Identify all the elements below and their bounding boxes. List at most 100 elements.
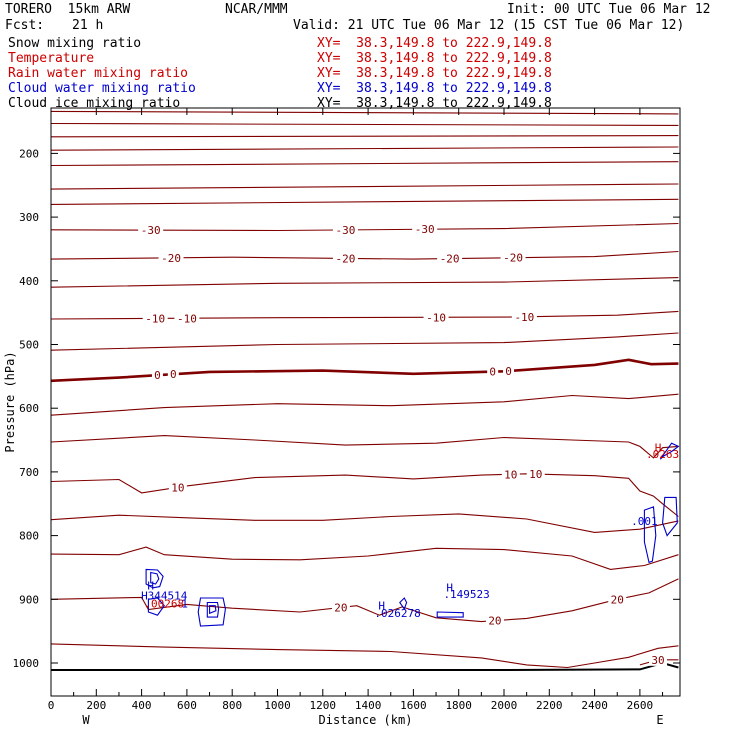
cloud-contour: [209, 605, 217, 615]
contour-annotation: .001: [631, 515, 658, 528]
cloud-contour: [399, 597, 408, 611]
isotherm-line: [51, 513, 679, 533]
isotherm-layer: [51, 110, 679, 669]
isotherm-line: [51, 310, 679, 320]
x-tick-label: 1200: [310, 699, 337, 712]
isotherm-line: [51, 146, 679, 151]
axes-layer: 0 200 400 600 800 1000 1200 1400 1600 1800 2000 220…: [3, 108, 680, 727]
cloud-contour: [145, 568, 164, 589]
isotherm-line: [51, 578, 679, 623]
contour-label-layer: -30 -30 -30-20 -20 -20 -20-10 -10 -10 -100 0 0 0101…: [138, 223, 679, 667]
contour-annotation: H: [446, 582, 453, 595]
x-tick-label: 2200: [536, 699, 563, 712]
isotherm-label: 20: [611, 593, 624, 606]
isotherm-label: -10: [426, 311, 446, 324]
cloud-contour: [659, 442, 680, 460]
x-tick-label: 200: [86, 699, 106, 712]
isotherm-line: [51, 222, 679, 232]
field-xy-temperature: XY= 38.3,149.8 to 222.9,149.8: [317, 51, 552, 66]
field-xy-rain: XY= 38.3,149.8 to 222.9,149.8: [317, 66, 552, 81]
field-name-snow: Snow mixing ratio: [8, 36, 142, 51]
cloud-contour: [206, 601, 220, 618]
contour-annotation: H344514: [141, 589, 188, 602]
contour-annotation: H: [147, 580, 154, 593]
y-axis-label: Pressure (hPa): [3, 351, 17, 452]
valid-time: Valid: 21 UTC Tue 06 Mar 12 (15 CST Tue …: [293, 18, 685, 33]
y-tick-label: 400: [19, 275, 39, 288]
isotherm-label: 20: [334, 601, 347, 614]
isotherm-label: 0: [489, 366, 496, 379]
field-name-rain: Rain water mixing ratio: [8, 66, 189, 81]
isotherm-label: -20: [503, 252, 523, 265]
isotherm-line: [51, 183, 679, 190]
contour-annotation: H: [655, 442, 662, 455]
x-axis-label: Distance (km): [319, 713, 413, 727]
cloud-contour-layer: [145, 442, 680, 627]
forecast-label: Fcst:: [5, 18, 45, 33]
isotherm-label: -10: [514, 311, 534, 324]
field-xy-cloud-water: XY= 38.3,149.8 to 222.9,149.8: [317, 81, 552, 96]
cloud-contour: [147, 597, 166, 616]
isotherm-label: 10: [171, 481, 184, 494]
isotherm-line: [51, 473, 679, 517]
terrain-line: [51, 661, 679, 671]
west-end-label: W: [82, 713, 90, 727]
x-tick-label: 2400: [581, 699, 608, 712]
field-name-cloud-water: Cloud water mixing ratio: [8, 81, 196, 96]
x-tick-label: 800: [222, 699, 242, 712]
x-tick-label: 1800: [445, 699, 472, 712]
isotherm-line: [51, 110, 679, 115]
y-tick-label: 500: [19, 339, 39, 352]
cloud-contour: [643, 506, 657, 564]
field-name-cloud-ice: Cloud ice mixing ratio: [8, 96, 181, 111]
isotherm-label: 20: [488, 615, 501, 628]
field-xy-cloud-ice: XY= 38.3,149.8 to 222.9,149.8: [317, 96, 552, 111]
contour-annotation: .0263: [646, 448, 679, 461]
isotherm-label: -10: [145, 312, 165, 325]
isotherm-line: [51, 435, 679, 459]
plot-border: [50, 107, 681, 697]
plot-frame: [50, 107, 681, 697]
isotherm-label: -30: [415, 223, 435, 236]
contour-annotation: .149523: [443, 588, 489, 601]
isotherm-line: [51, 393, 679, 416]
isotherm-line: [51, 161, 679, 167]
x-tick-label: 2600: [627, 699, 654, 712]
x-tick-label: 600: [177, 699, 197, 712]
y-tick-label: 1000: [13, 657, 40, 670]
x-tick-label: 1600: [400, 699, 427, 712]
x-tick-label: 1400: [355, 699, 382, 712]
x-tick-label: 0: [48, 699, 55, 712]
cloud-contour: [197, 597, 226, 627]
isotherm-line: [51, 198, 679, 205]
east-end-label: E: [656, 713, 663, 727]
isotherm-label: -30: [336, 224, 356, 237]
y-tick-label: 800: [19, 530, 39, 543]
isotherm-line: [51, 277, 679, 288]
field-name-temperature: Temperature: [8, 51, 95, 66]
y-tick-label: 200: [19, 147, 39, 160]
y-tick-label: 600: [19, 402, 39, 415]
isotherm-label: 10: [504, 468, 517, 481]
cloud-contour: [662, 496, 678, 537]
isotherm-label: 0: [505, 365, 512, 378]
isotherm-label: 0: [170, 368, 177, 381]
x-tick-label: 1000: [264, 699, 291, 712]
x-tick-label: 2000: [491, 699, 518, 712]
isotherm-line: [51, 332, 679, 351]
isotherm-line: [51, 546, 679, 570]
y-tick-label: 300: [19, 211, 39, 224]
center-title: NCAR/MMM: [225, 2, 288, 17]
isotherm-label: -30: [141, 224, 161, 237]
isotherm-label: -20: [161, 252, 181, 265]
isotherm-line: [51, 122, 679, 126]
forecast-hour: 21 h: [72, 18, 104, 33]
contour-annotation: .026278: [374, 607, 420, 620]
contour-annotation: .00268: [144, 598, 184, 611]
field-xy-snow: XY= 38.3,149.8 to 222.9,149.8: [317, 36, 552, 51]
model-title: TORERO 15km ARW: [5, 2, 131, 17]
isotherm-label: 0: [154, 369, 161, 382]
contour-annotation: 1: [181, 598, 188, 611]
cloud-contour: [150, 571, 160, 585]
